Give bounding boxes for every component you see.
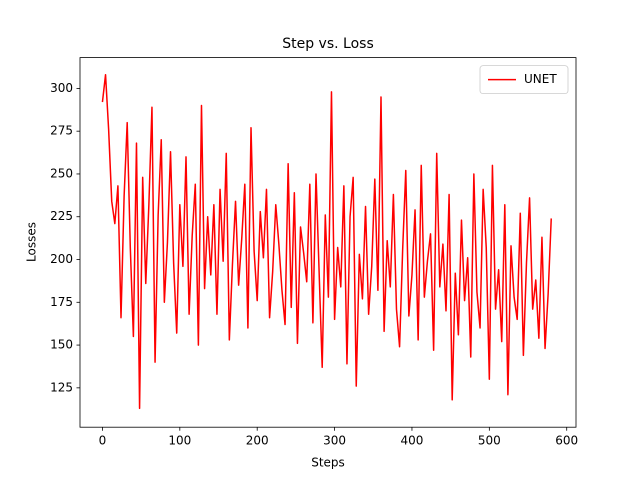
y-tick-label: 200: [50, 252, 73, 266]
legend-label: UNET: [524, 72, 557, 86]
y-tick-label: 225: [50, 209, 73, 223]
x-axis-label: Steps: [311, 456, 345, 470]
y-tick-label: 275: [50, 124, 73, 138]
x-tick-label: 0: [99, 434, 107, 448]
y-tick-label: 300: [50, 81, 73, 95]
x-tick-label: 300: [323, 434, 346, 448]
plot-frame: [79, 57, 577, 428]
line: [101, 73, 552, 410]
y-tick-label: 150: [50, 338, 73, 352]
y-tick-label: 125: [50, 380, 73, 394]
x-tick-label: 200: [246, 434, 269, 448]
x-tick-label: 100: [168, 434, 191, 448]
x-tick-label: 500: [478, 434, 501, 448]
x-tick-label: 600: [555, 434, 578, 448]
legend-box: [479, 65, 569, 94]
y-tick-label: 250: [50, 166, 73, 180]
y-tick-label: 175: [50, 295, 73, 309]
chart-title: Step vs. Loss: [282, 36, 374, 52]
y-axis-label: Losses: [25, 222, 39, 262]
x-tick-label: 400: [401, 434, 424, 448]
